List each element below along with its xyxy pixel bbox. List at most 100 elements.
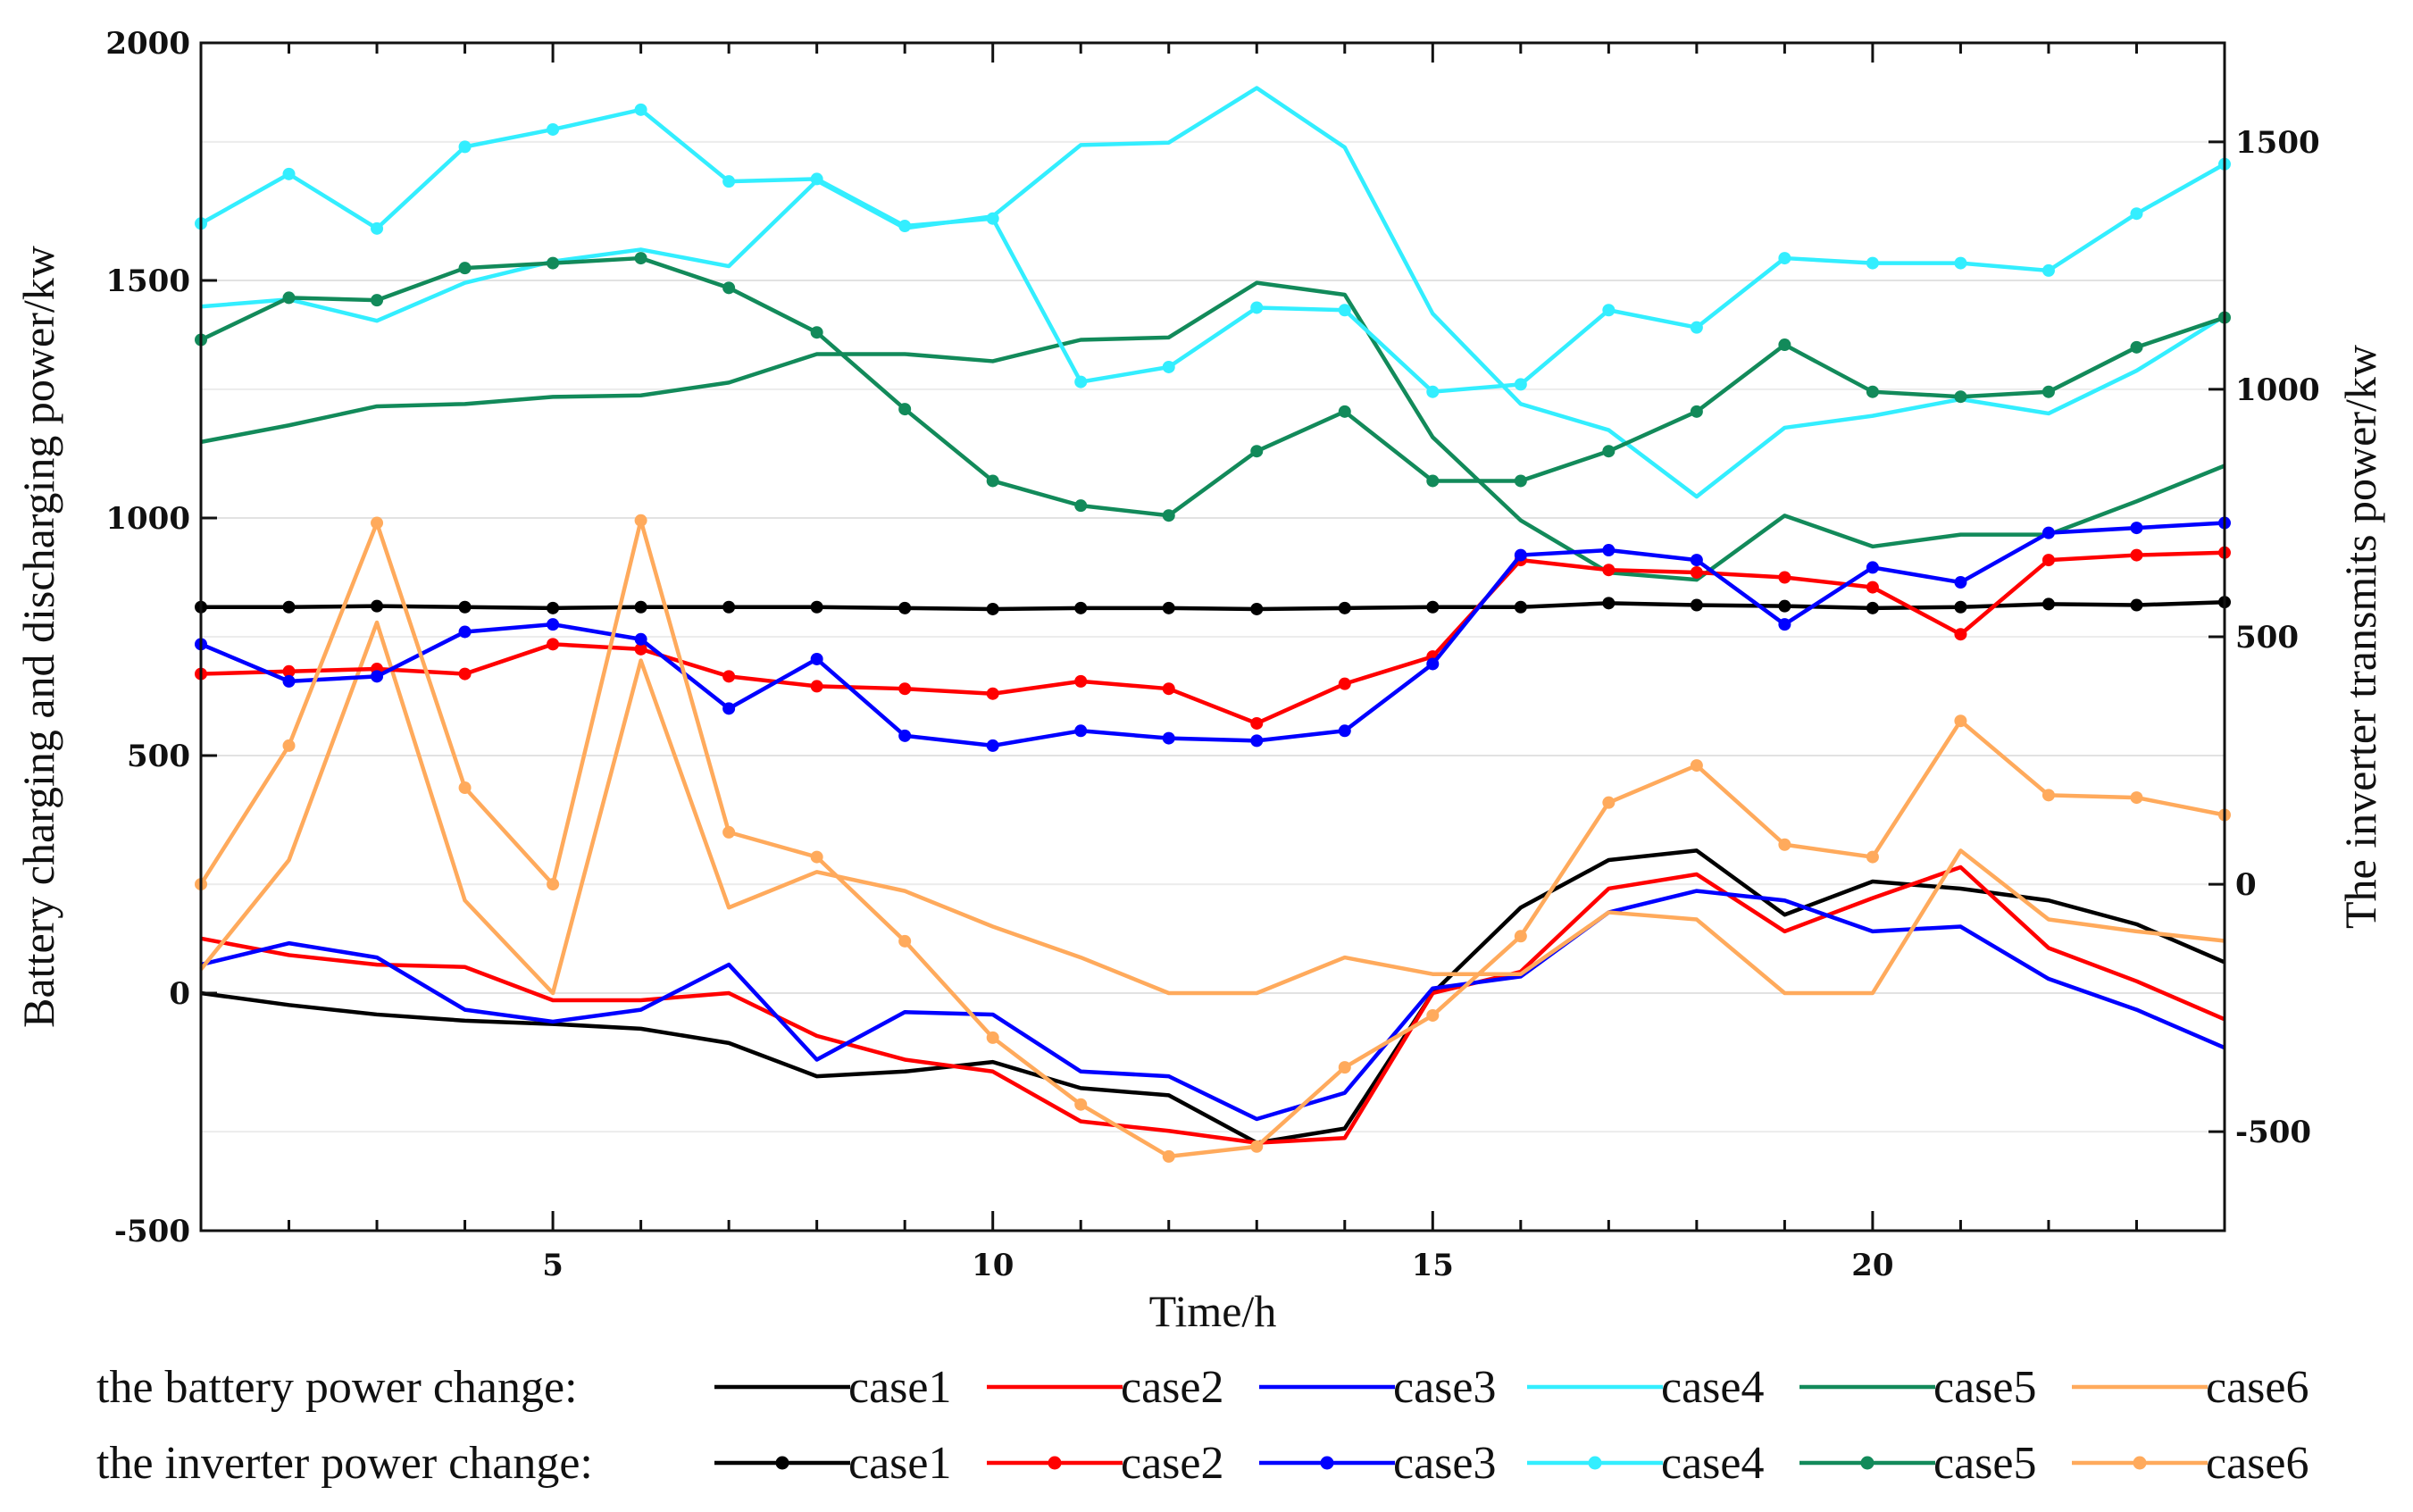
inverter-point-case4	[1866, 256, 1879, 270]
inverter-legend-marker-case6	[2133, 1456, 2147, 1470]
inverter-point-case4	[1778, 252, 1791, 265]
inverter-point-case5	[1778, 338, 1791, 352]
inverter-point-case1	[1602, 597, 1616, 610]
inverter-point-case6	[2041, 789, 2055, 802]
inverter-point-case5	[1250, 445, 1264, 458]
inverter-point-case1	[1778, 599, 1791, 613]
inverter-point-case3	[1514, 548, 1527, 562]
inverter-point-case6	[282, 739, 296, 752]
inverter-legend-marker-case3	[1320, 1456, 1334, 1470]
inverter-point-case5	[371, 294, 384, 307]
inverter-line-case4	[199, 107, 2226, 394]
inverter-point-case3	[1250, 734, 1264, 748]
battery-line-case6	[199, 620, 2225, 996]
inverter-point-case6	[2130, 791, 2143, 805]
inverter-point-case2	[547, 638, 560, 651]
inverter-point-case5	[634, 252, 647, 265]
inverter-point-case6	[634, 514, 647, 527]
inverter-point-case2	[2041, 554, 2055, 567]
inverter-point-case5	[986, 474, 999, 488]
inverter-point-case6	[458, 781, 472, 795]
battery-legend-label-case6: case6	[2206, 1362, 2309, 1413]
inverter-point-case4	[458, 140, 472, 154]
inverter-point-case4	[986, 212, 999, 225]
inverter-legend-label-case1: case1	[848, 1438, 951, 1489]
inverter-point-case3	[1426, 657, 1440, 671]
inverter-point-case1	[1426, 600, 1440, 614]
legend-battery-label: the battery power change:	[96, 1362, 578, 1413]
inverter-point-case6	[371, 516, 384, 530]
inverter-point-case4	[2041, 263, 2055, 277]
x-tick-label: 15	[1412, 1248, 1454, 1283]
inverter-point-case2	[1250, 716, 1264, 730]
inverter-legend-label-case6: case6	[2206, 1438, 2309, 1489]
inverter-point-case2	[810, 680, 823, 693]
inverter-point-case3	[634, 632, 647, 646]
inverter-point-case6	[1426, 1008, 1440, 1022]
inverter-point-case3	[1602, 544, 1616, 557]
inverter-line-case6	[199, 518, 2225, 1159]
inverter-point-case5	[1514, 474, 1527, 488]
inverter-point-case3	[1338, 724, 1351, 738]
inverter-point-case1	[1866, 601, 1879, 614]
inverter-point-case3	[547, 618, 560, 631]
inverter-point-case5	[1690, 405, 1703, 418]
legend-row-inverter: case1 case2 case3 case4 case5 case6	[714, 1438, 2309, 1489]
y-left-tick-label: -500	[114, 1214, 190, 1249]
inverter-point-case1	[282, 600, 296, 614]
inverter-point-case5	[1426, 474, 1440, 488]
inverter-point-case4	[1338, 304, 1351, 317]
y-right-tick-label: 1500	[2235, 125, 2320, 161]
inverter-point-case3	[722, 702, 736, 715]
inverter-legend-marker-case2	[1048, 1456, 1062, 1470]
inverter-point-case6	[1250, 1140, 1264, 1153]
inverter-point-case1	[1074, 601, 1088, 614]
y-right-tick-label: 500	[2235, 620, 2299, 656]
y-axis-left-title: Battery charging and discharging power/k…	[13, 246, 63, 1028]
inverter-point-case5	[1602, 445, 1616, 458]
battery-line-case2	[200, 865, 2225, 1145]
battery-legend-label-case5: case5	[1933, 1362, 2036, 1413]
grid-lines	[201, 140, 2225, 1133]
inverter-point-case6	[986, 1031, 999, 1044]
inverter-point-case2	[722, 670, 736, 683]
inverter-point-case6	[1162, 1149, 1175, 1163]
battery-legend-label-case4: case4	[1661, 1362, 1764, 1413]
inverter-legend-marker-case1	[775, 1456, 789, 1470]
y-right-tick-label: 0	[2235, 867, 2257, 903]
inverter-point-case1	[898, 601, 912, 614]
inverter-point-case4	[282, 167, 296, 180]
battery-line-case4	[200, 86, 2226, 499]
inverter-point-case3	[371, 670, 384, 683]
battery-legend-label-case1: case1	[848, 1362, 951, 1413]
inverter-point-case6	[1690, 759, 1703, 773]
inverter-point-case5	[2041, 385, 2055, 398]
inverter-point-case1	[371, 599, 384, 613]
inverter-point-case4	[898, 220, 912, 233]
inverter-point-case4	[1250, 301, 1264, 314]
inverter-point-case6	[810, 850, 823, 864]
x-tick-label: 10	[972, 1248, 1014, 1283]
inverter-point-case5	[282, 291, 296, 305]
inverter-point-case3	[458, 625, 472, 639]
inverter-point-case1	[810, 600, 823, 614]
inverter-point-case4	[1514, 378, 1527, 391]
inverter-point-case2	[1866, 581, 1879, 594]
inverter-point-case6	[898, 934, 912, 948]
inverter-point-case2	[1778, 571, 1791, 584]
inverter-point-case2	[1690, 565, 1703, 579]
inverter-point-case4	[371, 221, 384, 235]
x-tick-label: 20	[1851, 1248, 1893, 1283]
axis-ticks: 5 10 15 20 -500 0 500 1000 1500 2000 -500 0 500 1000 1…	[105, 26, 2319, 1283]
legend-inverter-label: the inverter power change:	[96, 1438, 593, 1489]
inverter-point-case4	[2130, 207, 2143, 221]
inverter-legend-label-case5: case5	[1933, 1438, 2036, 1489]
inverter-point-case5	[2130, 340, 2143, 354]
inverter-point-case1	[2130, 598, 2143, 612]
inverter-point-case4	[722, 175, 736, 188]
inverter-point-case5	[1162, 509, 1175, 522]
inverter-point-case1	[547, 601, 560, 614]
inverter-point-case5	[1866, 385, 1879, 398]
battery-legend-label-case3: case3	[1393, 1362, 1496, 1413]
inverter-point-case1	[722, 600, 736, 614]
